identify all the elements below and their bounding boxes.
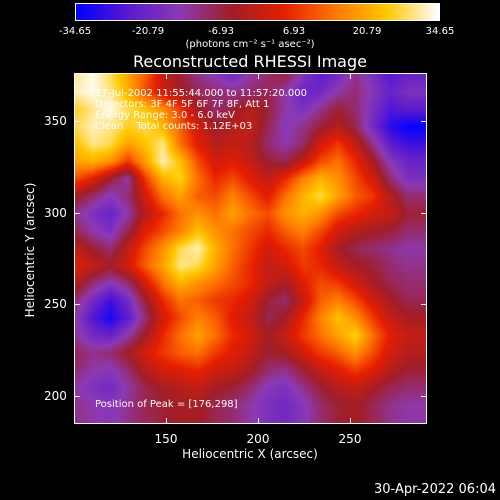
y-axis-label: Heliocentric Y (arcsec) <box>23 182 37 318</box>
color-scale-bar <box>75 3 440 21</box>
color-scale-tick: -20.79 <box>131 26 165 37</box>
x-tick-label: 150 <box>154 432 178 446</box>
color-scale-tick: 6.93 <box>282 26 306 37</box>
method-counts-label: Clean Total counts: 1.12E+03 <box>95 121 253 132</box>
peak-position-label: Position of Peak = [176,298] <box>95 399 238 410</box>
y-tick-label: 250 <box>44 297 67 311</box>
y-tick-label: 200 <box>44 389 67 403</box>
color-scale-tick: 34.65 <box>425 26 455 37</box>
y-tick-label: 300 <box>44 206 67 220</box>
y-tick-label: 350 <box>44 114 67 128</box>
rhessi-heatmap[interactable] <box>75 74 426 423</box>
plot-datestamp: 30-Apr-2022 06:04 <box>374 482 496 497</box>
image-title: Reconstructed RHESSI Image <box>133 52 367 71</box>
x-tick-label: 250 <box>338 432 362 446</box>
detectors-label: Detectors: 3F 4F 5F 6F 7F 8F, Att 1 <box>95 99 270 110</box>
color-scale-tick: -6.93 <box>208 26 234 37</box>
energy-range-label: Energy Range: 3.0 - 6.0 keV <box>95 110 235 121</box>
x-tick-label: 200 <box>246 432 270 446</box>
x-axis-label: Heliocentric X (arcsec) <box>182 447 318 461</box>
color-scale-units: (photons cm⁻² s⁻¹ asec⁻²) <box>185 39 315 50</box>
time-range-label: 17-Jul-2002 11:55:44.000 to 11:57:20.000 <box>95 88 307 99</box>
color-scale-tick: -34.65 <box>58 26 92 37</box>
image-plot-area[interactable]: 17-Jul-2002 11:55:44.000 to 11:57:20.000… <box>74 73 427 424</box>
color-scale-tick: 20.79 <box>352 26 382 37</box>
